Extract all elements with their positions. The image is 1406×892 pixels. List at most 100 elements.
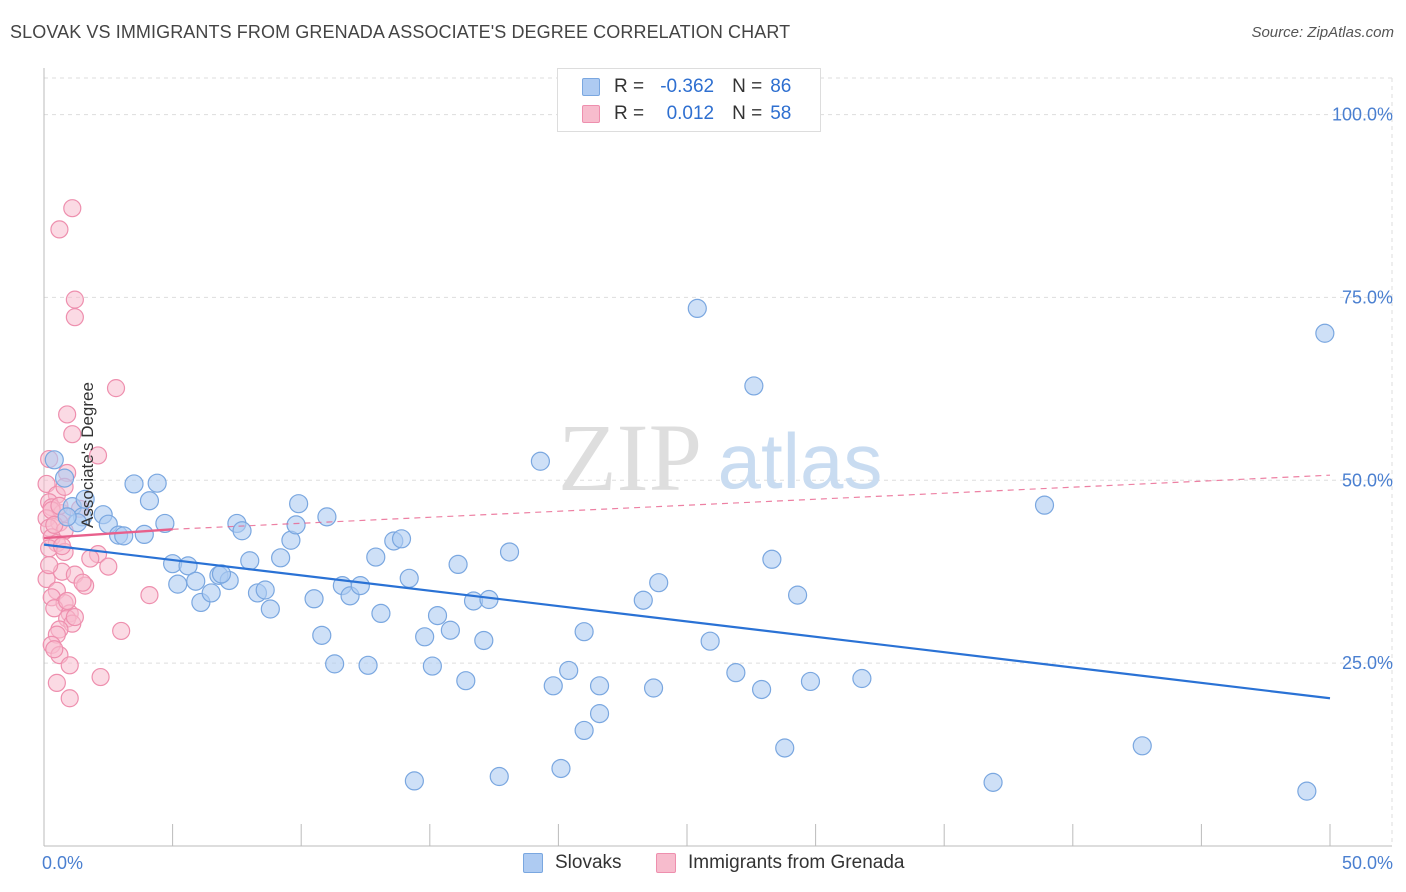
y-axis-label: Associate's Degree (77, 382, 97, 528)
point-slovaks (286, 515, 306, 535)
point-slovaks (559, 660, 579, 681)
point-slovaks (415, 627, 435, 647)
point-slovaks (201, 583, 221, 603)
point-slovaks (422, 656, 442, 676)
point-slovaks (574, 622, 594, 642)
point-slovaks (700, 631, 720, 651)
trend-line-slovaks (43, 543, 1331, 700)
point-slovaks (358, 655, 378, 675)
point-slovaks (134, 524, 154, 545)
point-grenada (40, 556, 59, 575)
point-grenada (73, 573, 92, 592)
legend-row-grenada: R = 0.012 N = 58 (582, 102, 791, 126)
point-slovaks (155, 513, 175, 534)
point-grenada (65, 607, 84, 627)
point-slovaks (366, 547, 386, 567)
point-grenada (63, 199, 82, 218)
point-slovaks (325, 654, 345, 674)
point-slovaks (787, 585, 808, 605)
point-slovaks (391, 529, 412, 549)
y-tick-label: 25.0% (1342, 653, 1393, 673)
point-slovaks (852, 668, 872, 689)
point-slovaks (57, 507, 77, 527)
point-slovaks (1034, 495, 1055, 515)
point-slovaks (751, 679, 772, 700)
y-tick-label: 50.0% (1342, 470, 1393, 490)
point-grenada (60, 689, 79, 708)
point-slovaks (168, 574, 188, 594)
point-slovaks (399, 568, 419, 588)
point-slovaks (1132, 736, 1152, 756)
point-slovaks (530, 451, 550, 471)
trend-lines (43, 474, 1331, 700)
point-slovaks (633, 590, 653, 610)
chart-title: SLOVAK VS IMMIGRANTS FROM GRENADA ASSOCI… (10, 22, 791, 42)
legend-label-slovaks: Slovaks (555, 852, 622, 873)
legend-r-value: -0.362 (660, 76, 715, 97)
point-grenada (65, 308, 84, 327)
watermark: ZIP atlas (558, 404, 882, 511)
point-slovaks (271, 548, 291, 568)
point-grenada (50, 220, 69, 239)
point-slovaks (304, 589, 324, 609)
point-slovaks (775, 738, 795, 758)
series-slovaks-points (44, 298, 1335, 801)
legend-swatch-grenada (656, 853, 676, 873)
point-slovaks (687, 298, 707, 318)
point-slovaks (589, 676, 610, 696)
watermark-atlas: atlas (718, 417, 883, 505)
point-slovaks (574, 720, 594, 741)
point-slovaks (489, 766, 509, 787)
point-slovaks (744, 376, 764, 396)
legend-r-label: R = (614, 76, 645, 97)
point-slovaks (762, 549, 782, 569)
point-slovaks (448, 554, 468, 575)
point-grenada (47, 673, 66, 692)
point-grenada (58, 405, 77, 424)
point-slovaks (44, 450, 64, 470)
point-grenada (99, 557, 118, 576)
point-slovaks (440, 620, 460, 640)
point-slovaks (800, 671, 821, 692)
point-slovaks (456, 671, 476, 691)
point-grenada (60, 656, 79, 675)
legend-row-slovaks: R = -0.362 N = 86 (582, 75, 791, 99)
point-slovaks (75, 489, 95, 509)
legend-n-value: 58 (770, 103, 792, 124)
point-slovaks (983, 772, 1003, 792)
point-slovaks (543, 676, 563, 696)
watermark-zip: ZIP (558, 404, 702, 511)
point-slovaks (312, 625, 332, 645)
point-slovaks (649, 573, 669, 593)
point-slovaks (186, 571, 206, 591)
legend-item-grenada[interactable]: Immigrants from Grenada (656, 852, 904, 874)
point-slovaks (114, 526, 134, 546)
correlation-legend: R = -0.362 N = 86 R = 0.012 N = 58 (557, 68, 821, 132)
point-slovaks (54, 468, 75, 488)
legend-r-value: 0.012 (666, 103, 715, 124)
point-grenada (88, 446, 108, 465)
legend-n-value: 86 (770, 76, 792, 97)
point-slovaks (1297, 781, 1317, 801)
legend-label-grenada: Immigrants from Grenada (688, 852, 905, 873)
legend-item-slovaks[interactable]: Slovaks (523, 852, 622, 874)
legend-swatch-grenada (582, 105, 600, 123)
point-slovaks (240, 551, 260, 571)
source-label: Source: ZipAtlas.com (1251, 24, 1394, 41)
trend-line-grenada (43, 528, 173, 540)
y-tick-label: 75.0% (1342, 287, 1393, 307)
point-slovaks (232, 521, 252, 541)
point-slovaks (643, 678, 664, 698)
legend-n-label: N = (732, 103, 763, 124)
x-tick-label: 50.0% (1342, 853, 1393, 873)
legend-swatch-slovaks (582, 78, 600, 96)
point-slovaks (1315, 323, 1335, 343)
tick-labels: 25.0% 50.0% 75.0% 100.0% 0.0% 50.0% (42, 105, 1393, 873)
legend-swatch-slovaks (523, 853, 543, 873)
point-slovaks (317, 507, 337, 527)
point-slovaks (139, 491, 160, 511)
point-grenada (63, 425, 82, 444)
point-slovaks (474, 630, 494, 651)
point-grenada (91, 667, 110, 687)
